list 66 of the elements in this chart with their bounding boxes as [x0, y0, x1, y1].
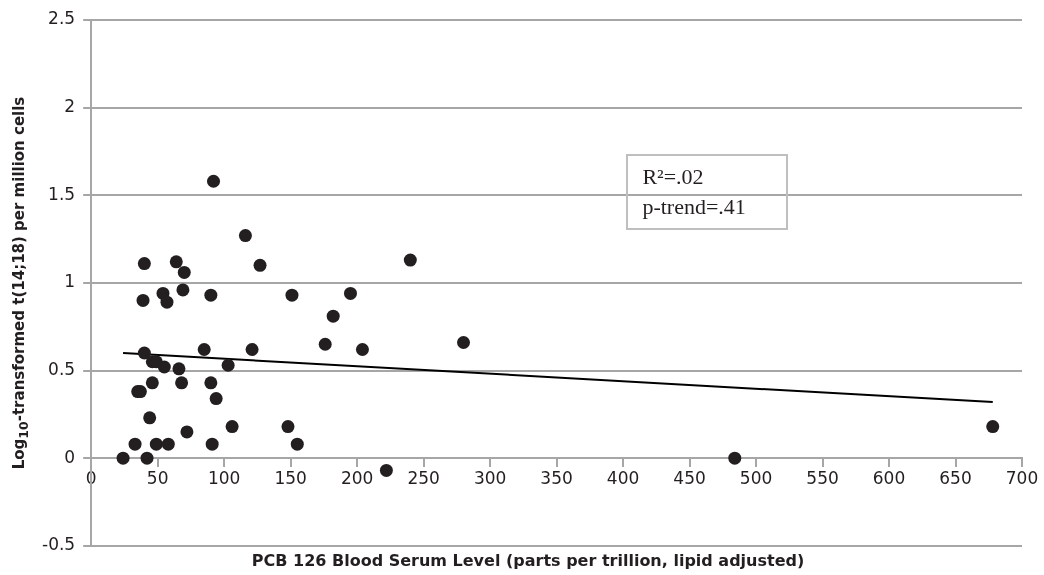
x-tick-label: 500: [739, 467, 773, 488]
point: [986, 420, 1000, 434]
point: [238, 229, 252, 243]
point: [157, 360, 171, 374]
x-tick-label: 550: [806, 467, 839, 488]
point: [204, 376, 218, 390]
y-tick-label: 2.5: [48, 8, 76, 29]
y-tick-label: 1: [64, 271, 76, 292]
x-tick-label: 400: [606, 467, 640, 488]
x-tick-label: 200: [340, 467, 374, 488]
point: [140, 451, 154, 465]
point: [281, 420, 295, 434]
point: [116, 451, 130, 465]
point: [128, 437, 142, 451]
point: [180, 425, 194, 439]
point: [225, 420, 239, 434]
y-tick-label: 0.5: [48, 358, 76, 379]
point: [177, 265, 191, 279]
point: [207, 174, 221, 188]
x-tick-label: 350: [540, 467, 573, 488]
point: [149, 437, 163, 451]
point: [728, 451, 742, 465]
point: [145, 376, 159, 390]
annotation: R²=.02: [642, 163, 705, 192]
point: [197, 343, 211, 356]
point: [379, 463, 393, 477]
point: [253, 258, 267, 272]
point: [285, 288, 299, 302]
point: [137, 257, 151, 271]
point: [169, 255, 183, 269]
point: [205, 437, 219, 451]
x-tick-label: 100: [207, 467, 241, 488]
x-tick-label: 450: [673, 467, 706, 488]
point: [172, 362, 186, 376]
x-tick-label: 600: [872, 467, 906, 488]
annotation: p-trend=.41: [642, 193, 746, 222]
point: [143, 411, 157, 425]
y-tick-label: 0: [64, 446, 76, 467]
y-tick-label: 1.5: [48, 183, 76, 204]
point: [175, 376, 189, 390]
x-tick-label: 50: [146, 467, 169, 488]
note-box: R²=.02 p-trend=.41: [626, 154, 788, 231]
x-tick-label: 150: [274, 467, 307, 488]
point: [209, 392, 223, 406]
point: [343, 286, 357, 300]
point: [160, 295, 174, 309]
x-tick-label: 650: [939, 467, 972, 488]
point: [326, 309, 340, 323]
point: [176, 283, 190, 297]
point: [355, 343, 369, 356]
x-tick-label: 300: [473, 467, 507, 488]
x-tick-label: 250: [407, 467, 440, 488]
point: [136, 293, 150, 307]
point: [318, 337, 332, 351]
point: [204, 288, 218, 302]
y-tick-label: 2: [64, 96, 76, 117]
point: [137, 346, 151, 360]
x-axis-title: PCB 126 Blood Serum Level (parts per trillion, lipid adjusted): [251, 550, 805, 570]
point: [457, 335, 470, 349]
point: [221, 358, 235, 372]
y-tick-label: -0.5: [42, 534, 76, 555]
point: [403, 253, 417, 267]
point: [290, 437, 304, 451]
x-tick-label: 700: [1005, 467, 1039, 488]
point: [161, 437, 175, 451]
point: [245, 343, 259, 356]
